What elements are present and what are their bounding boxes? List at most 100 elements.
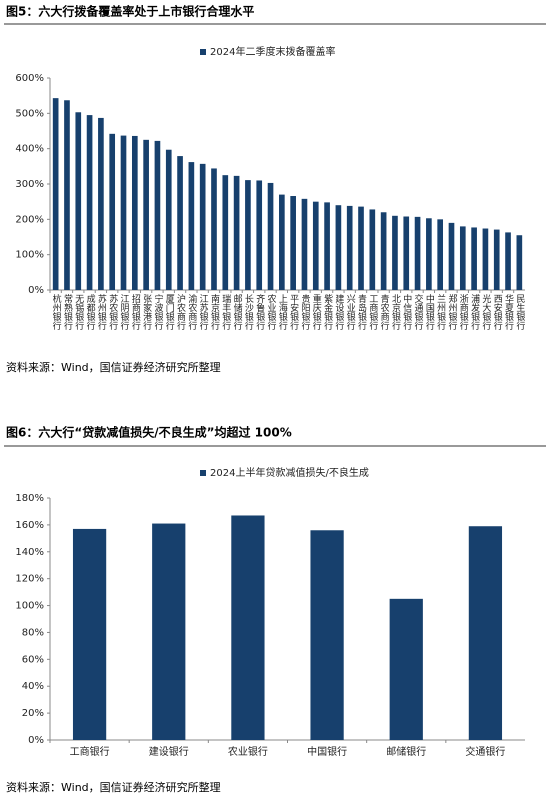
x-tick-label: 杭州银行 xyxy=(51,293,62,331)
x-tick-label: 浦发银行 xyxy=(469,293,480,331)
bar xyxy=(516,235,523,290)
y-tick-label: 0% xyxy=(28,735,44,746)
x-tick-label: 长沙银行 xyxy=(243,293,254,331)
bar xyxy=(437,219,444,290)
x-tick-label: 苏州银行 xyxy=(96,293,107,331)
bar xyxy=(505,232,511,290)
legend-label: 2024年二季度末拨备覆盖率 xyxy=(210,45,335,58)
x-tick-label: 交通银行 xyxy=(465,745,505,758)
x-tick-label: 青农商行 xyxy=(379,293,390,331)
x-tick-label: 张家港行 xyxy=(141,294,152,331)
x-tick-label: 江阴银行 xyxy=(119,294,130,331)
x-tick-label: 光大银行 xyxy=(480,293,491,331)
x-tick-label: 南京银行 xyxy=(209,293,220,331)
x-tick-label: 兴业银行 xyxy=(345,294,356,331)
bar xyxy=(279,194,285,290)
bar xyxy=(468,526,503,740)
y-tick-label: 180% xyxy=(15,493,44,504)
bar xyxy=(448,222,455,290)
y-tick-label: 200% xyxy=(15,214,44,225)
x-tick-label: 上海银行 xyxy=(277,294,288,331)
x-tick-label: 郑州银行 xyxy=(446,293,457,331)
bar xyxy=(380,212,387,290)
x-tick-label: 交通银行 xyxy=(413,293,424,331)
bar xyxy=(392,215,398,290)
x-tick-label: 中国银行 xyxy=(307,745,347,758)
bar xyxy=(72,528,107,740)
bar xyxy=(131,135,138,290)
bar xyxy=(493,229,500,290)
source-note: 资料来源：Wind，国信证券经济研究所整理 xyxy=(6,780,221,794)
y-tick-label: 80% xyxy=(22,627,44,638)
y-tick-label: 160% xyxy=(15,520,44,531)
bar xyxy=(290,196,296,290)
x-tick-label: 中国银行 xyxy=(424,293,435,331)
bar xyxy=(199,163,206,290)
x-tick-label: 邮储银行 xyxy=(232,293,243,331)
x-tick-label: 青岛银行 xyxy=(356,293,367,331)
x-tick-label: 齐鲁银行 xyxy=(254,293,265,331)
y-tick-label: 300% xyxy=(15,179,44,190)
x-tick-label: 瑞丰银行 xyxy=(220,293,231,331)
bar xyxy=(75,112,82,290)
x-tick-label: 农业银行 xyxy=(266,293,277,331)
x-tick-label: 江苏银行 xyxy=(198,294,209,331)
x-tick-label: 招商银行 xyxy=(130,293,141,331)
x-tick-label: 兰州银行 xyxy=(435,293,446,331)
x-tick-label: 平安银行 xyxy=(288,294,299,331)
figure-caption: 图5：六大行拨备覆盖率处于上市银行合理水平 xyxy=(6,4,254,19)
bar xyxy=(403,216,410,290)
x-tick-label: 常熟银行 xyxy=(62,293,73,331)
y-tick-label: 60% xyxy=(22,654,44,665)
x-tick-label: 无锡银行 xyxy=(73,294,84,331)
x-tick-label: 民生银行 xyxy=(514,294,525,331)
bar xyxy=(310,530,344,740)
x-tick-label: 建设银行 xyxy=(333,293,344,331)
bar xyxy=(245,180,251,290)
legend-label: 2024上半年贷款减值损失/不良生成 xyxy=(210,466,369,479)
bar xyxy=(165,149,172,290)
bar xyxy=(426,218,432,290)
y-tick-label: 140% xyxy=(15,547,44,558)
bar xyxy=(389,598,423,740)
bar xyxy=(177,156,183,290)
bar xyxy=(414,216,421,290)
bar xyxy=(312,201,319,290)
y-tick-label: 120% xyxy=(15,574,44,585)
bar xyxy=(335,205,342,290)
bar xyxy=(301,198,308,290)
x-tick-label: 厦门银行 xyxy=(164,294,175,331)
x-tick-label: 工商银行 xyxy=(70,745,110,758)
y-tick-label: 40% xyxy=(22,681,44,692)
y-tick-label: 100% xyxy=(15,601,44,612)
bar xyxy=(109,133,116,290)
x-tick-label: 渝农商行 xyxy=(186,293,197,331)
bar xyxy=(152,523,186,740)
bar xyxy=(120,135,127,290)
bar xyxy=(188,162,195,290)
bar xyxy=(233,175,240,290)
bar xyxy=(358,206,364,290)
bar xyxy=(154,140,161,290)
bar xyxy=(471,227,477,290)
bar xyxy=(324,202,330,290)
y-tick-label: 20% xyxy=(22,708,44,719)
bar xyxy=(482,228,489,290)
x-tick-label: 沪农商行 xyxy=(175,293,186,331)
x-tick-label: 重庆银行 xyxy=(311,293,322,331)
bar xyxy=(222,175,229,290)
bar xyxy=(86,115,93,290)
x-tick-label: 农业银行 xyxy=(228,745,268,758)
x-tick-label: 宁波银行 xyxy=(152,293,163,331)
bar xyxy=(267,182,274,290)
x-tick-label: 北京银行 xyxy=(390,294,401,331)
bar xyxy=(459,226,466,290)
figure-caption: 图6：六大行“贷款减值损失/不良生成”均超过 100% xyxy=(6,425,292,440)
x-tick-label: 邮储银行 xyxy=(386,745,426,758)
bar xyxy=(211,168,217,290)
source-note: 资料来源：Wind，国信证券经济研究所整理 xyxy=(6,360,221,374)
x-tick-label: 西安银行 xyxy=(492,294,503,331)
y-tick-label: 600% xyxy=(15,73,44,84)
bar xyxy=(256,180,263,290)
